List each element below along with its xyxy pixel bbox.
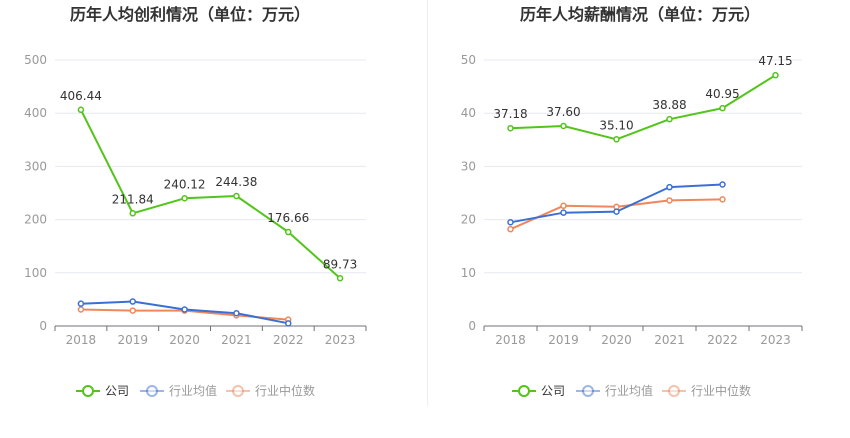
salary-legend-item[interactable]: 行业均值 (576, 383, 653, 398)
salary-data-point (666, 115, 673, 123)
profit-chart: 历年人均创利情况（单位：万元） 0 100 200 300 400 500 2018 2019 2… (24, 5, 367, 398)
salary-data-point (719, 104, 726, 112)
profit-legend: 公司 行业均值 行业中位数 (76, 383, 315, 398)
profit-x-tick-label: 2021 (221, 333, 252, 347)
salary-data-point (666, 183, 673, 191)
salary-chart-title: 历年人均薪酬情况（单位：万元） (520, 5, 760, 24)
salary-data-point (507, 124, 514, 132)
salary-legend-item[interactable]: 公司 (512, 384, 565, 398)
profit-x-tick-label: 2019 (117, 333, 148, 347)
profit-data-label: 89.73 (323, 257, 357, 271)
profit-data-point (285, 228, 292, 236)
salary-data-point (613, 208, 620, 215)
salary-legend-label: 行业均值 (605, 383, 653, 398)
profit-data-point (181, 306, 188, 313)
profit-data-point (129, 210, 136, 217)
salary-legend-swatch-marker (518, 385, 530, 397)
salary-y-tick-label: 30 (461, 159, 476, 173)
salary-data-label: 47.15 (758, 54, 792, 68)
salary-series-0: 37.18 37.60 35.10 38.88 40.95 47.15 (493, 54, 793, 143)
profit-data-label: 406.44 (60, 89, 102, 103)
profit-y-tick-label: 300 (24, 159, 47, 173)
profit-y-tick-label: 400 (24, 106, 47, 120)
profit-x-tick-label: 2023 (325, 333, 356, 347)
salary-data-point (666, 197, 673, 204)
salary-legend-item[interactable]: 行业中位数 (662, 383, 751, 398)
profit-y-tick-label: 100 (24, 266, 47, 280)
salary-data-point (719, 196, 726, 203)
salary-x-tick-label: 2021 (654, 333, 685, 347)
profit-data-point (233, 309, 240, 317)
profit-x-tick-label: 2020 (169, 333, 200, 347)
profit-legend-item[interactable]: 行业中位数 (226, 383, 315, 398)
salary-y-tick-label: 20 (461, 213, 476, 227)
profit-x-tick-label: 2022 (273, 333, 304, 347)
salary-x-tick-label: 2023 (760, 333, 791, 347)
profit-data-label: 240.12 (164, 177, 206, 191)
salary-series-line (510, 74, 777, 141)
salary-chart: 历年人均薪酬情况（单位：万元） 0 10 20 30 40 50 2018 2019 2020 20… (461, 5, 803, 398)
profit-data-point (77, 306, 85, 313)
salary-x-tick-label: 2022 (707, 333, 738, 347)
profit-data-point (129, 298, 136, 305)
salary-data-label: 35.10 (599, 118, 633, 132)
salary-legend-label: 行业中位数 (691, 383, 751, 398)
salary-data-point (613, 136, 620, 143)
salary-x-tick-label: 2018 (495, 333, 526, 347)
salary-data-point (772, 71, 779, 79)
salary-legend-swatch-marker (582, 385, 594, 397)
salary-data-label: 38.88 (652, 98, 686, 112)
profit-x-tick-label: 2018 (66, 333, 97, 347)
profit-legend-swatch-marker (232, 385, 244, 397)
salary-y-tick-label: 10 (461, 266, 476, 280)
profit-series-line (80, 109, 341, 280)
salary-data-label: 37.18 (493, 107, 527, 121)
profit-y-tick-label: 200 (24, 213, 47, 227)
profit-data-point (181, 195, 188, 202)
profit-legend-item[interactable]: 公司 (76, 384, 129, 398)
profit-y-tick-label: 0 (39, 319, 47, 333)
salary-data-point (560, 209, 567, 216)
salary-y-tick-label: 40 (461, 106, 476, 120)
profit-y-tick-label: 500 (24, 53, 47, 67)
profit-chart-title: 历年人均创利情况（单位：万元） (70, 5, 310, 24)
salary-series-1 (507, 181, 726, 226)
profit-legend-item[interactable]: 行业均值 (140, 383, 217, 398)
salary-series-2 (507, 196, 726, 233)
salary-legend-swatch-marker (668, 385, 680, 397)
salary-series-line (510, 183, 723, 224)
salary-x-tick-label: 2020 (601, 333, 632, 347)
profit-legend-label: 行业均值 (169, 383, 217, 398)
profit-data-point (285, 320, 292, 327)
profit-legend-label: 行业中位数 (255, 383, 315, 398)
salary-data-point (507, 219, 514, 226)
profit-data-label: 244.38 (215, 175, 257, 189)
salary-y-tick-label: 0 (468, 319, 476, 333)
profit-legend-swatch-marker (82, 385, 94, 397)
salary-data-point (560, 122, 567, 130)
profit-data-point (233, 192, 240, 200)
salary-legend: 公司 行业均值 行业中位数 (512, 383, 751, 398)
profit-series-1 (77, 298, 292, 327)
profit-data-label: 211.84 (112, 192, 154, 206)
profit-data-point (77, 300, 85, 307)
salary-legend-label: 公司 (541, 384, 565, 398)
salary-data-label: 37.60 (546, 105, 580, 119)
salary-data-label: 40.95 (705, 87, 739, 101)
profit-legend-swatch-marker (146, 385, 158, 397)
profit-data-point (336, 275, 344, 282)
salary-y-tick-label: 50 (461, 53, 476, 67)
profit-data-point (129, 307, 136, 314)
salary-x-tick-label: 2019 (548, 333, 579, 347)
salary-data-point (719, 181, 726, 188)
profit-data-point (77, 106, 85, 114)
profit-series-0: 406.44 211.84 240.12 244.38 176.66 89.73 (60, 89, 357, 282)
salary-data-point (560, 202, 567, 210)
profit-data-label: 176.66 (267, 211, 309, 225)
chart-divider (427, 0, 428, 406)
profit-legend-label: 公司 (105, 384, 129, 398)
salary-data-point (507, 225, 514, 233)
